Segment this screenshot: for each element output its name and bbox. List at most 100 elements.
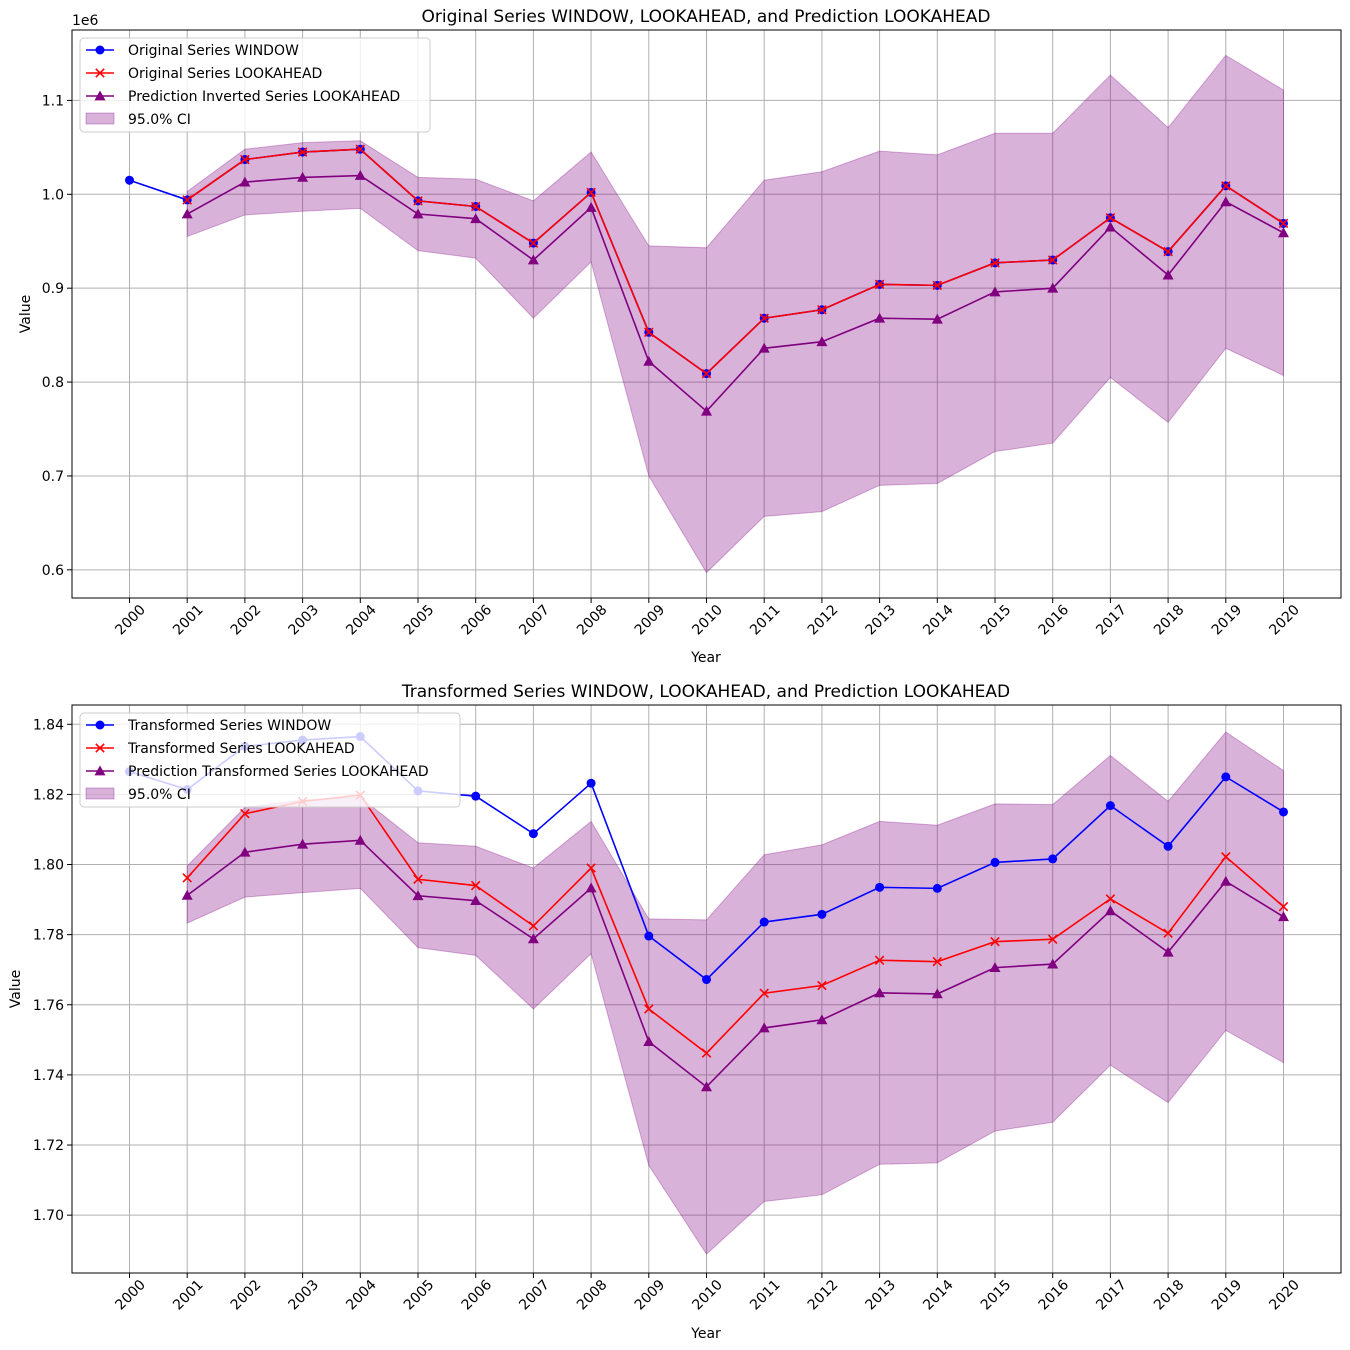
chart-original-series: Original Series WINDOW, LOOKAHEAD, and P… xyxy=(18,7,1342,666)
data-point xyxy=(125,175,134,185)
data-point xyxy=(875,882,885,892)
data-point xyxy=(932,956,943,967)
data-point xyxy=(874,312,886,323)
x-axis-label: Year xyxy=(690,650,721,666)
data-point xyxy=(181,889,193,900)
data-point xyxy=(644,1004,654,1014)
series-2 xyxy=(181,170,1289,416)
y-tick-label: 1.0 xyxy=(42,187,64,203)
data-point xyxy=(1105,801,1115,811)
y-ticks: 1.70 1.72 1.74 1.76 1.78 1.80 1.82 1.84 xyxy=(33,717,72,1224)
legend-entry: 95.0% CI xyxy=(85,787,191,803)
data-point xyxy=(528,921,539,931)
legend-swatch xyxy=(85,787,115,800)
data-point xyxy=(643,1036,655,1046)
legend-label: Transformed Series LOOKAHEAD xyxy=(127,741,355,757)
data-point xyxy=(759,917,769,927)
ci-band-group xyxy=(186,731,1284,1255)
series-line xyxy=(186,794,1285,1055)
legend-entry: Original Series LOOKAHEAD xyxy=(86,66,322,82)
legend: Transformed Series WINDOW Transformed Ser… xyxy=(79,712,461,808)
data-point xyxy=(817,909,827,919)
y-tick-label: 1.1 xyxy=(42,93,64,109)
legend-entry: Original Series WINDOW xyxy=(86,43,299,59)
legend-entry: Prediction Inverted Series LOOKAHEAD xyxy=(86,89,400,105)
data-point xyxy=(1163,928,1173,939)
legend-swatch xyxy=(85,112,115,125)
data-point xyxy=(297,147,308,157)
series-1 xyxy=(182,790,1289,1058)
data-point xyxy=(817,305,827,315)
data-point xyxy=(586,778,596,788)
ci-band-group xyxy=(186,54,1284,574)
data-point xyxy=(1278,901,1289,912)
legend-entry: Prediction Transformed Series LOOKAHEAD xyxy=(86,764,429,780)
y-tick-label: 1.72 xyxy=(33,1138,64,1154)
data-point xyxy=(701,1048,712,1058)
data-point xyxy=(470,213,482,224)
data-point xyxy=(1221,852,1231,862)
data-point xyxy=(354,170,366,180)
data-point xyxy=(240,808,250,819)
data-point xyxy=(817,980,827,991)
data-point xyxy=(932,883,942,893)
data-point xyxy=(470,880,481,891)
data-point xyxy=(1221,772,1231,782)
data-point xyxy=(1278,227,1289,238)
y-tick-label: 1.76 xyxy=(33,998,64,1014)
legend-marker xyxy=(95,743,105,753)
data-point xyxy=(990,258,1000,268)
y-tick-label: 0.7 xyxy=(42,469,64,485)
y-tick-label: 0.8 xyxy=(42,375,64,391)
legend-label: Transformed Series WINDOW xyxy=(127,718,331,734)
data-point xyxy=(1220,875,1232,886)
y-ticks: 0.6 0.7 0.8 0.9 1.0 1.1 xyxy=(42,93,72,579)
data-point xyxy=(1163,246,1173,257)
data-point xyxy=(1278,218,1289,229)
data-point xyxy=(932,280,943,291)
data-point xyxy=(1104,905,1116,916)
data-point xyxy=(816,1014,828,1025)
y-axis-label: Value xyxy=(18,295,34,333)
legend-marker xyxy=(95,720,105,730)
data-point xyxy=(990,936,1000,947)
data-point xyxy=(1104,221,1116,232)
y-tick-label: 0.6 xyxy=(42,563,64,579)
data-point xyxy=(874,987,886,998)
series-1 xyxy=(182,144,1289,379)
data-point xyxy=(643,355,655,366)
data-point xyxy=(1047,255,1058,265)
data-point xyxy=(1279,807,1288,817)
legend-box xyxy=(79,712,461,808)
data-point xyxy=(412,890,424,901)
legend-label: Original Series LOOKAHEAD xyxy=(128,66,322,82)
legend-marker xyxy=(95,45,105,55)
legend-label: Prediction Inverted Series LOOKAHEAD xyxy=(128,89,400,105)
legend-entry: 95.0% CI xyxy=(85,112,191,128)
data-point xyxy=(1105,894,1116,904)
y-tick-label: 1.82 xyxy=(33,787,64,803)
chart-title: Transformed Series WINDOW, LOOKAHEAD, an… xyxy=(401,682,1010,702)
y-tick-label: 0.9 xyxy=(42,281,64,297)
data-point xyxy=(1047,958,1059,969)
data-point xyxy=(239,176,251,187)
y-tick-label: 1.74 xyxy=(33,1068,64,1084)
data-point xyxy=(701,405,712,416)
series-2 xyxy=(181,834,1289,1092)
data-point xyxy=(413,196,423,206)
data-point xyxy=(759,988,769,998)
ci-band xyxy=(186,54,1284,574)
legend: Original Series WINDOW Original Series LO… xyxy=(79,37,431,133)
legend-label: Prediction Transformed Series LOOKAHEAD xyxy=(128,764,429,780)
legend-marker xyxy=(94,90,106,101)
data-point xyxy=(990,857,1000,867)
data-point xyxy=(182,195,192,205)
y-tick-label: 1.84 xyxy=(33,717,64,733)
x-axis-label: Year xyxy=(690,1326,721,1342)
data-point xyxy=(1105,213,1116,223)
data-point xyxy=(989,962,1001,973)
y-tick-label: 1.70 xyxy=(33,1208,64,1224)
data-point xyxy=(701,1081,712,1092)
